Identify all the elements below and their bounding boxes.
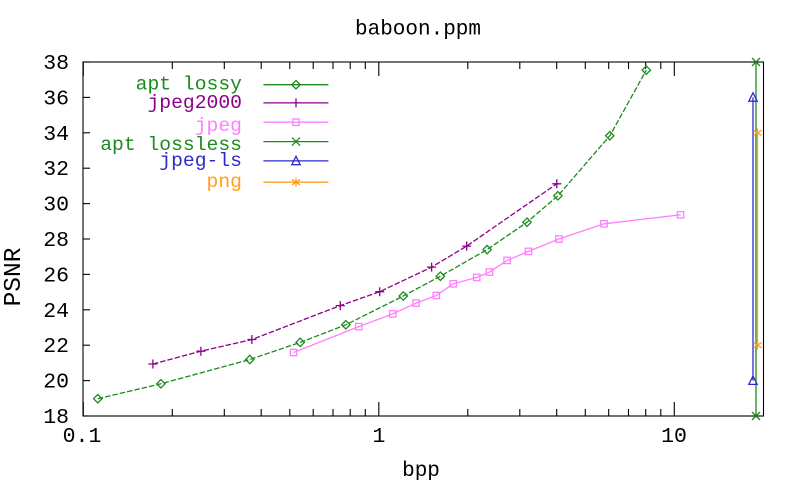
svg-text:png: png [207, 171, 242, 193]
svg-text:jpeg2000: jpeg2000 [147, 92, 242, 114]
svg-text:0.1: 0.1 [63, 425, 102, 449]
svg-text:20: 20 [43, 371, 69, 395]
svg-text:24: 24 [43, 300, 69, 324]
svg-text:PSNR: PSNR [1, 247, 28, 306]
svg-text:bpp: bpp [402, 460, 440, 480]
svg-text:36: 36 [43, 87, 69, 111]
svg-text:baboon.ppm: baboon.ppm [355, 19, 481, 42]
svg-text:10: 10 [661, 425, 687, 449]
svg-text:22: 22 [43, 335, 69, 359]
svg-text:jpeg-ls: jpeg-ls [159, 150, 242, 172]
svg-text:26: 26 [43, 264, 69, 288]
svg-text:1: 1 [373, 425, 386, 449]
svg-text:34: 34 [43, 123, 69, 147]
svg-text:38: 38 [43, 52, 69, 76]
svg-text:30: 30 [43, 194, 69, 218]
svg-text:28: 28 [43, 229, 69, 253]
svg-text:32: 32 [43, 158, 69, 182]
